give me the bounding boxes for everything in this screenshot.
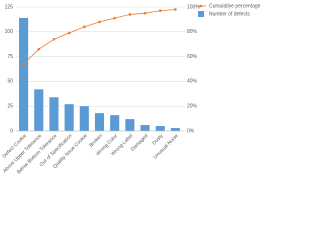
legend-label: Cumulative percentage <box>209 3 261 9</box>
y2-tick-label: 60% <box>187 54 198 60</box>
bar <box>19 17 29 131</box>
cumulative-point <box>128 13 132 16</box>
cumulative-point <box>83 25 86 29</box>
bar <box>125 119 135 131</box>
y-tick-label: 0 <box>10 128 13 134</box>
bar <box>49 97 59 131</box>
x-tick-label: Dusty <box>151 133 165 147</box>
y-tick-label: 25 <box>7 104 13 110</box>
cumulative-point <box>158 9 162 13</box>
bar <box>140 125 150 131</box>
bar <box>110 115 120 131</box>
cumulative-line <box>23 9 176 65</box>
cumulative-point <box>67 31 71 35</box>
cumulative-point <box>98 20 101 24</box>
legend-swatch <box>198 11 204 17</box>
y-tick-label: 125 <box>5 4 14 10</box>
legend-label: Number of defects <box>209 11 250 17</box>
bar <box>79 106 89 131</box>
y-tick-label: 100 <box>5 29 14 35</box>
y-tick-label: 50 <box>7 79 13 85</box>
bar <box>170 128 180 131</box>
bar <box>155 126 165 131</box>
y2-tick-label: 0% <box>187 128 195 134</box>
cumulative-point <box>143 11 147 15</box>
y2-tick-label: 40% <box>187 79 198 85</box>
bar <box>94 113 105 131</box>
bar <box>34 89 44 131</box>
legend-marker <box>199 4 203 8</box>
cumulative-point <box>52 37 56 41</box>
y2-tick-label: 80% <box>187 29 198 35</box>
y2-tick-label: 100% <box>187 4 200 10</box>
cumulative-point <box>37 47 41 51</box>
cumulative-point <box>113 16 116 20</box>
cumulative-point <box>174 8 177 11</box>
page: 0 25 50 75 100 125 0% 20% 40% 60% 80% 100% Defect Co… <box>1 3 261 176</box>
bar <box>64 104 74 131</box>
y-tick-label: 75 <box>7 54 13 60</box>
cumulative-point <box>22 62 25 66</box>
y2-tick-label: 20% <box>187 104 198 110</box>
